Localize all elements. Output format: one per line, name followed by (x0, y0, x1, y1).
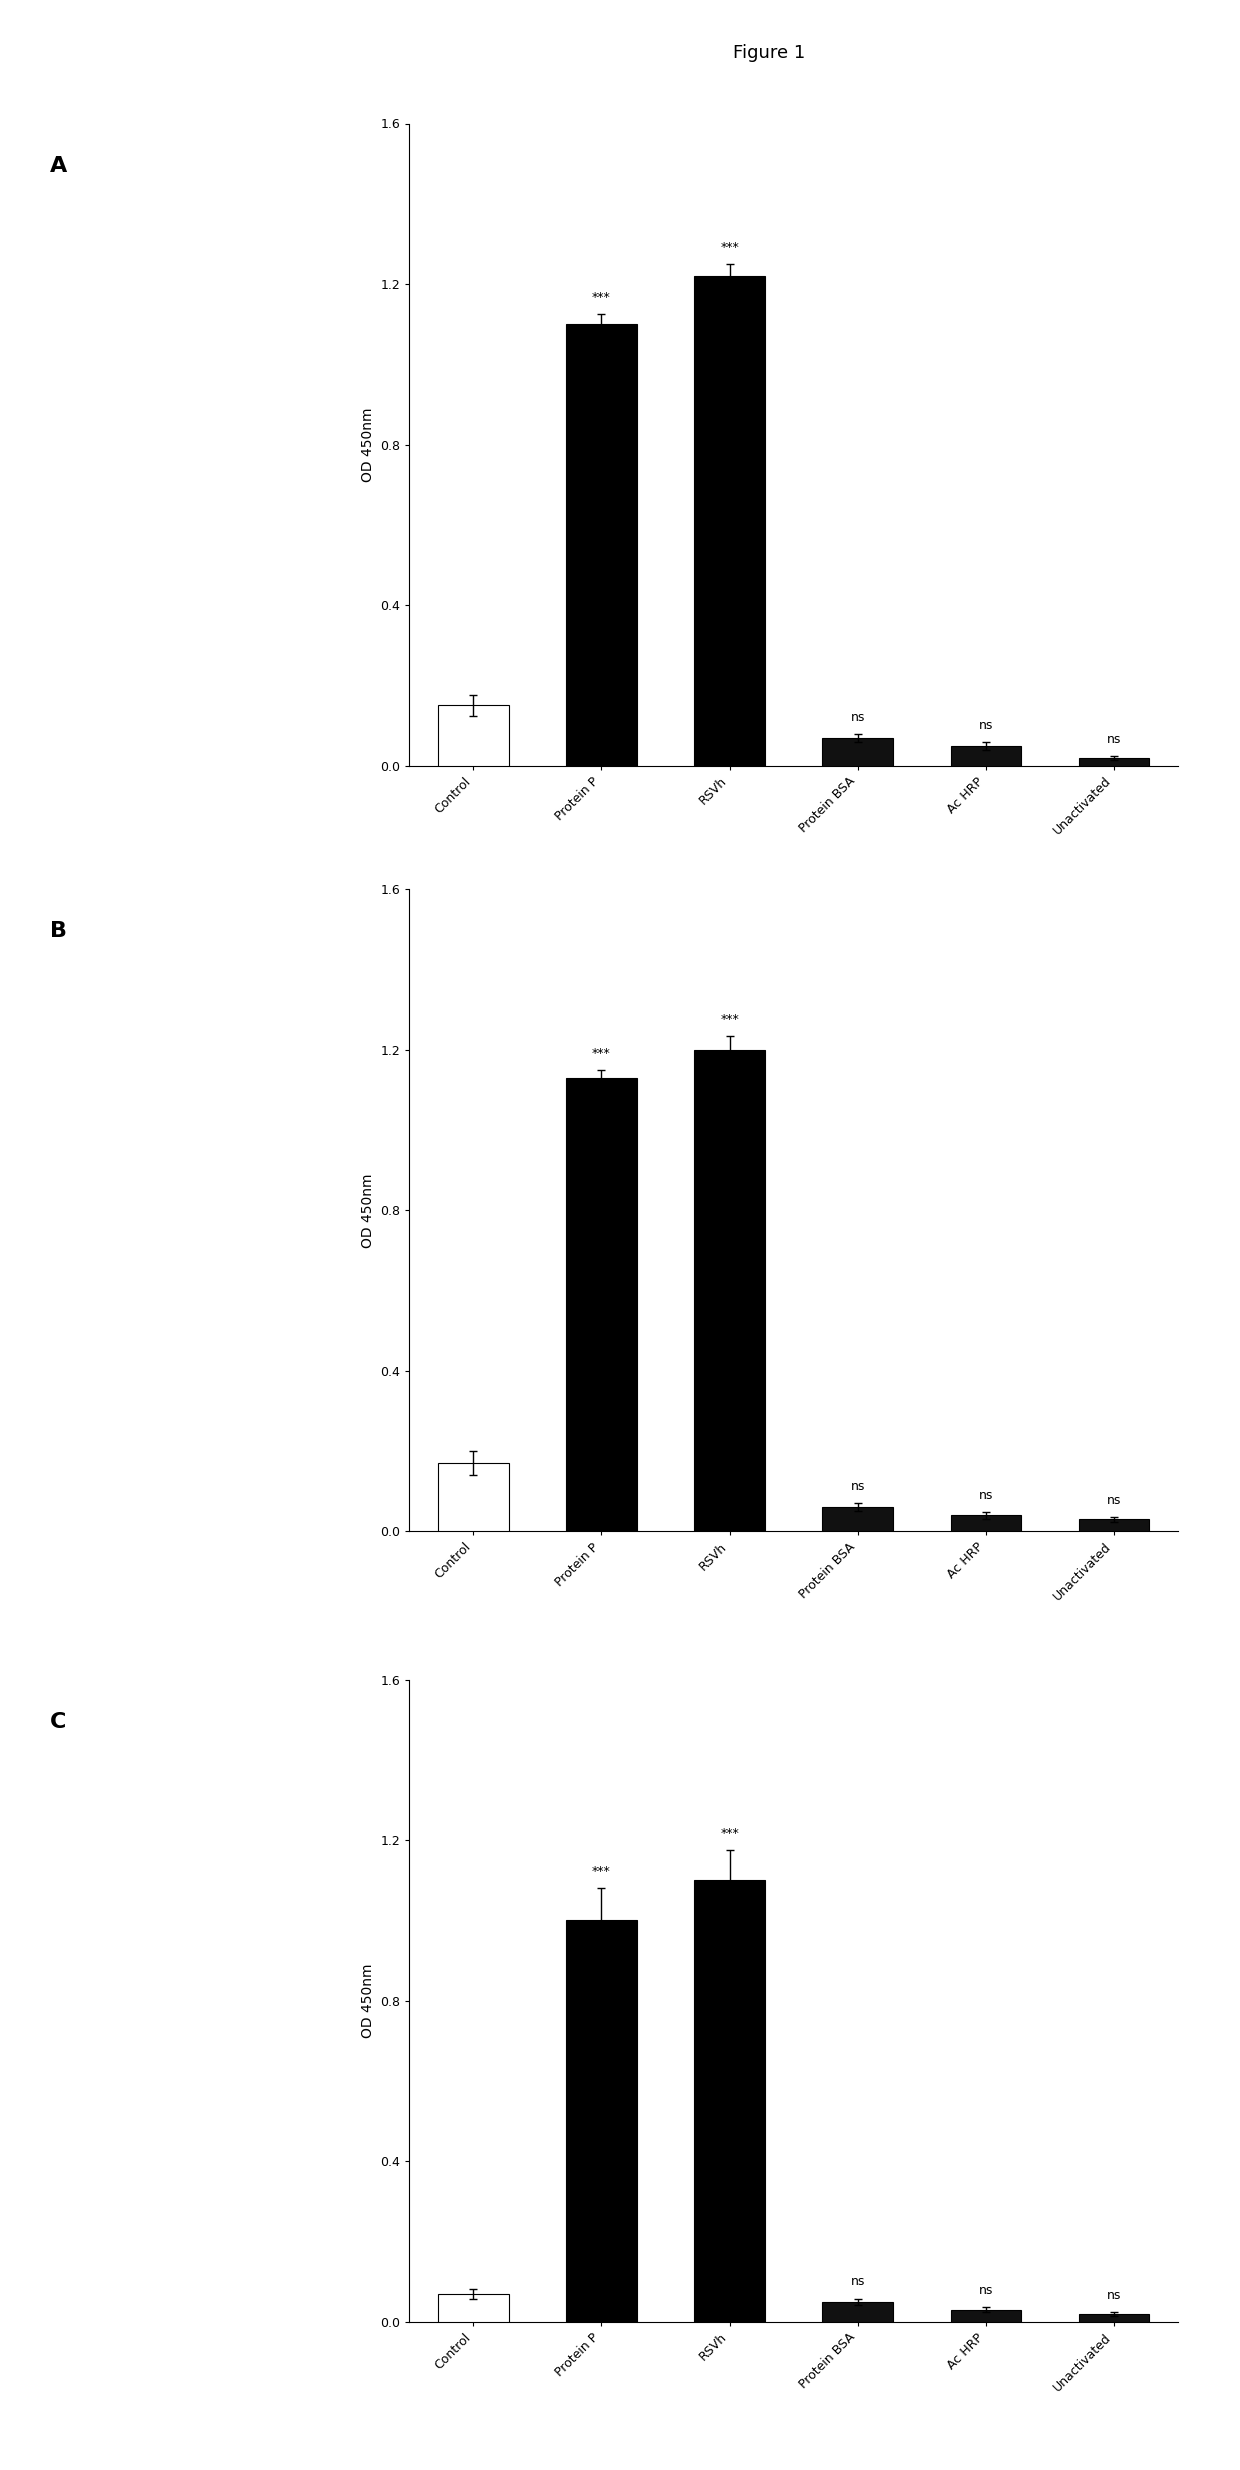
Bar (438, 706, 508, 766)
Bar (694, 1050, 765, 1531)
Text: ns: ns (1107, 2290, 1121, 2302)
Text: ns: ns (978, 719, 993, 731)
Bar (438, 1462, 508, 1531)
Bar (822, 2302, 893, 2322)
Text: ***: *** (720, 1828, 739, 1840)
Text: Figure 1: Figure 1 (733, 44, 805, 62)
Text: ***: *** (720, 1013, 739, 1025)
Bar (1079, 2314, 1149, 2322)
Text: ns: ns (851, 2275, 864, 2290)
Text: ***: *** (720, 242, 739, 254)
Bar (1079, 758, 1149, 766)
Bar (951, 2309, 1021, 2322)
Bar (567, 1077, 636, 1531)
Text: ***: *** (591, 291, 611, 304)
Text: B: B (50, 921, 67, 941)
Text: ns: ns (851, 711, 864, 724)
Bar (567, 1922, 636, 2322)
Y-axis label: OD 450nm: OD 450nm (361, 1964, 374, 2038)
Bar (822, 1507, 893, 1531)
Y-axis label: OD 450nm: OD 450nm (361, 1173, 374, 1247)
Text: ns: ns (851, 1480, 864, 1494)
Bar (567, 324, 636, 766)
Text: ns: ns (1107, 1494, 1121, 1507)
Bar (694, 277, 765, 766)
Text: A: A (50, 156, 67, 175)
Bar (694, 1880, 765, 2322)
Bar (951, 746, 1021, 766)
Bar (438, 2295, 508, 2322)
Bar (951, 1517, 1021, 1531)
Y-axis label: OD 450nm: OD 450nm (361, 408, 374, 482)
Text: ***: *** (591, 1047, 611, 1060)
Text: C: C (50, 1712, 66, 1731)
Bar (822, 739, 893, 766)
Text: ns: ns (978, 2285, 993, 2297)
Text: ***: *** (591, 1865, 611, 1877)
Text: ns: ns (1107, 734, 1121, 746)
Text: ns: ns (978, 1489, 993, 1502)
Bar (1079, 1519, 1149, 1531)
